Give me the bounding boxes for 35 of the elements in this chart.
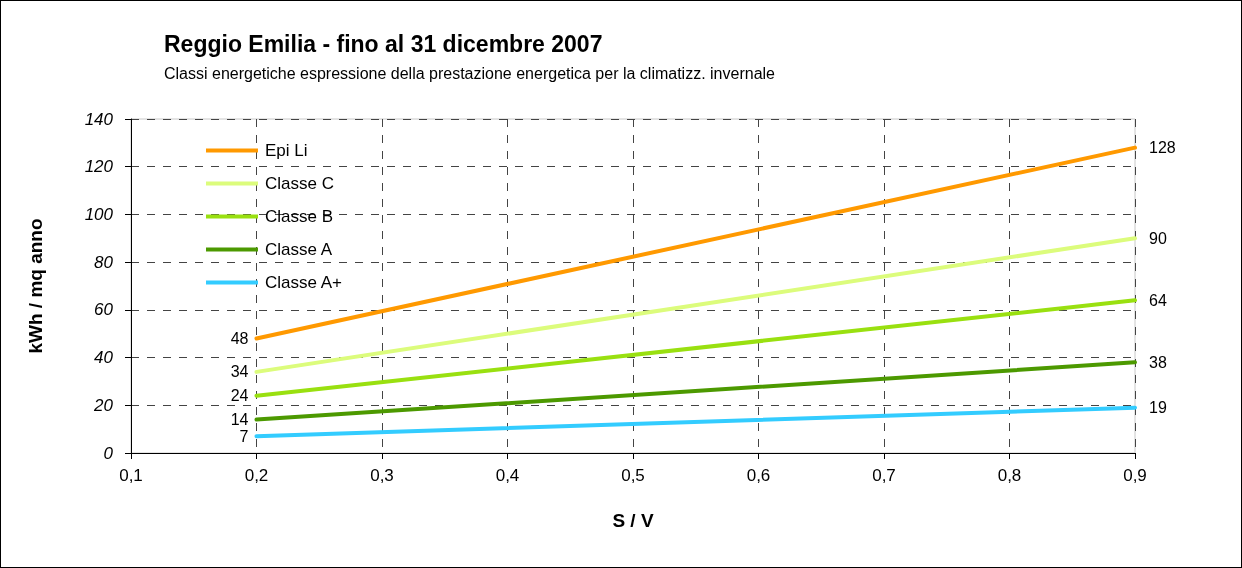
y-tick-label: 0	[103, 443, 114, 463]
y-axis-title: kWh / mq anno	[25, 218, 46, 354]
y-tick-label: 100	[84, 204, 114, 224]
data-label: 24	[230, 387, 249, 405]
y-tick-label: 40	[94, 348, 114, 368]
x-tick-label: 0,6	[746, 466, 771, 485]
x-tick-label: 0,1	[119, 466, 143, 485]
y-tick-label: 20	[93, 395, 114, 415]
x-tick-label: 0,5	[621, 466, 645, 485]
x-tick-label: 0,8	[997, 466, 1022, 485]
x-tick-label: 0,4	[495, 466, 520, 485]
legend-label: Classe C	[265, 174, 334, 193]
data-label: 48	[230, 329, 249, 347]
data-label: 19	[1149, 399, 1167, 417]
x-tick-label: 0,7	[872, 466, 896, 485]
x-tick-label: 0,9	[1123, 466, 1147, 485]
data-label: 64	[1149, 291, 1167, 309]
data-label: 90	[1149, 229, 1167, 247]
data-label: 7	[239, 427, 249, 445]
y-tick-label: 60	[94, 300, 114, 320]
data-label: 38	[1149, 353, 1167, 371]
chart-subtitle: Classi energetiche espressione della prestazione energetica per la climatizz. invernale	[164, 64, 776, 82]
data-label: 128	[1149, 139, 1176, 157]
data-label: 14	[230, 411, 249, 429]
y-tick-label: 80	[94, 252, 114, 272]
x-tick-label: 0,2	[244, 466, 269, 485]
legend-label: Classe A+	[265, 273, 343, 292]
y-tick-label: 120	[84, 157, 114, 177]
legend-label: Epi Li	[265, 141, 308, 160]
legend-label: Classe A	[265, 240, 333, 259]
data-label: 34	[230, 363, 249, 381]
x-axis-title: S / V	[612, 510, 654, 531]
x-tick-label: 0,3	[370, 466, 394, 485]
y-tick-label: 140	[84, 109, 114, 129]
chart-title: Reggio Emilia - fino al 31 dicembre 2007	[164, 30, 603, 57]
